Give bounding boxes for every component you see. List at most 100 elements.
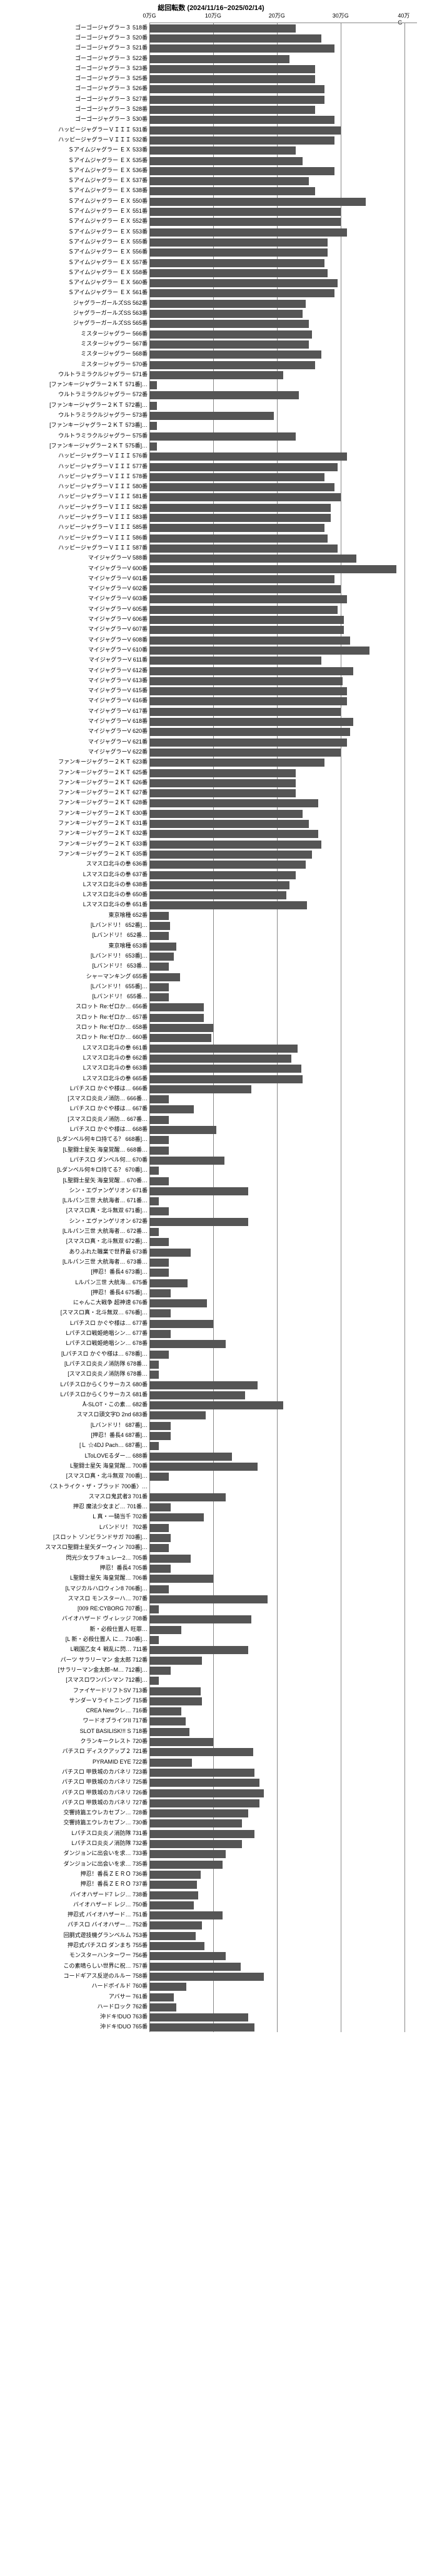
bar — [149, 432, 296, 441]
row-label: マイジャグラーV 622番 — [88, 749, 148, 755]
bar — [149, 718, 353, 726]
bar — [149, 402, 157, 410]
bar — [149, 841, 321, 849]
row-label: ウルトラミラクルジャグラー 572番 — [58, 392, 148, 397]
bar — [149, 677, 343, 685]
row-label: Ｓアイムジャグラー ＥＸ 533番 — [68, 147, 148, 153]
row-label: ジャグラーガールズSS 565番 — [73, 320, 148, 326]
row-label: 押忍式パチスロ ダンまち 755番 — [68, 1943, 148, 1948]
bar — [149, 912, 169, 920]
row-label: にゃんこ大戦争 超神速 676番 — [73, 1300, 148, 1306]
bar — [149, 1911, 223, 1919]
bar — [149, 1881, 197, 1889]
bar — [149, 1544, 169, 1552]
row-label: Ｓアイムジャグラー ＥＸ 550番 — [68, 198, 148, 204]
bar — [149, 350, 321, 359]
bar — [149, 1228, 159, 1236]
bar — [149, 932, 169, 940]
bar — [149, 1626, 181, 1634]
bar — [149, 452, 347, 461]
bar — [149, 1809, 248, 1817]
bar — [149, 371, 283, 379]
row-label: ファンキージャグラー２ＫＴ 630番 — [58, 810, 148, 816]
bar — [149, 1197, 159, 1205]
row-label: ファンキージャグラー２ＫＴ 635番 — [58, 851, 148, 857]
bar — [149, 361, 315, 369]
row-label: ウルトラミラクルジャグラー 573番 — [58, 412, 148, 418]
row-label: Å-SLOT・この素… 682番 — [83, 1402, 148, 1408]
bar — [149, 1045, 298, 1053]
row-label: ゴーゴージャグラー３ 518番 — [75, 25, 148, 31]
bar — [149, 1116, 169, 1124]
bar — [149, 769, 296, 777]
row-label: Ｓアイムジャグラー ＥＸ 536番 — [68, 168, 148, 173]
bar — [149, 289, 334, 297]
row-label: 閃光少女ラブキュレー2… 705番 — [66, 1555, 148, 1561]
row-label: マイジャグラーV 611番 — [89, 657, 148, 663]
row-label: ハッピージャグラーＶＩＩＩ 531番 — [58, 127, 148, 133]
bar — [149, 565, 396, 573]
row-label: Lスマスロ北斗の拳 665番 — [83, 1076, 148, 1081]
bar — [149, 1105, 194, 1113]
bar — [149, 1819, 242, 1827]
bar — [149, 442, 157, 451]
bar — [149, 1861, 223, 1869]
row-label: [ファンキージャグラー２ＫＴ 575番]… — [49, 443, 148, 449]
row-label: スロット Re:ゼロか… 656番 — [76, 1004, 148, 1009]
bar — [149, 157, 303, 165]
bar — [149, 1095, 169, 1103]
row-label: 〈ストライク・ザ・ブラッド 700番〉… — [47, 1484, 148, 1490]
row-label: L 真・一騎当千 702番 — [93, 1514, 148, 1520]
row-label: L聖闘士星矢 海皇覚醒… 706番 — [70, 1575, 148, 1581]
x-tick: 10万G — [205, 11, 221, 19]
bar — [149, 412, 274, 420]
bar — [149, 55, 289, 63]
bar — [149, 1717, 186, 1725]
bar — [149, 1993, 174, 2001]
row-label: [スマスロ炎炎ノ消防… 666番… — [68, 1096, 148, 1101]
bar — [149, 504, 331, 512]
row-label: ジャグラーガールズSS 562番 — [73, 300, 148, 306]
row-label: Lスマスロ北斗の拳 651番 — [83, 902, 148, 907]
row-label: Ｓアイムジャグラー ＥＸ 561番 — [68, 290, 148, 295]
row-label: Lパチスロからくりサーカス 681番 — [60, 1392, 148, 1398]
row-label: シン・エヴァンゲリオン 672番 — [69, 1219, 148, 1224]
bar — [149, 524, 324, 532]
row-label: Lパチスロ戦姫絶唱シン… 678番 — [66, 1341, 148, 1346]
bar — [149, 687, 347, 695]
row-label: ハッピージャグラーＶＩＩＩ 580番 — [58, 484, 148, 489]
row-label: ワードオブライツII 717番 — [83, 1718, 148, 1724]
row-label: 押忍！番長ＺＥＲＯ 736番 — [80, 1871, 148, 1877]
row-label: [Ｌ ☆4DJ Pach… 687番]… — [79, 1443, 148, 1448]
row-label: [Lダンベル何キロ持てる？ 668番]… — [57, 1137, 148, 1142]
bar — [149, 1493, 226, 1501]
row-label: ゴーゴージャグラー３ 526番 — [75, 86, 148, 91]
row-label: ファイヤードリフトSV 713番 — [73, 1688, 148, 1694]
plot-area — [149, 23, 417, 2032]
bar — [149, 1697, 202, 1705]
row-label: マイジャグラーV 610番 — [88, 647, 148, 653]
bar — [149, 187, 315, 195]
bar — [149, 1299, 207, 1307]
bar — [149, 1055, 291, 1063]
bar — [149, 1850, 226, 1858]
row-label: 押忍！番長4 705番 — [99, 1565, 148, 1571]
row-label: ミスタージャグラー 570番 — [81, 362, 148, 367]
row-label: マイジャグラーV 618番 — [88, 718, 148, 724]
bar — [149, 728, 350, 736]
row-label: ファンキージャグラー２ＫＴ 628番 — [58, 800, 148, 805]
bar — [149, 585, 341, 593]
bar — [149, 1789, 264, 1797]
row-label: マイジャグラーV 601番 — [88, 576, 148, 581]
row-label: 新・必殺仕置人 旺罪… — [89, 1627, 148, 1632]
bar — [149, 820, 309, 828]
row-label: Lルパン三世 大航海… 675番 — [76, 1280, 148, 1285]
row-label: ハッピージャグラーＶＩＩＩ 582番 — [58, 504, 148, 510]
row-label: バイオハザード レジ… 750番 — [73, 1902, 148, 1908]
row-label: ハッピージャグラーＶＩＩＩ 576番 — [58, 453, 148, 459]
row-label: マイジャグラーV 607番 — [88, 626, 148, 632]
bar — [149, 310, 303, 318]
row-label: シャーマンキング 655番 — [86, 974, 148, 979]
row-label: [押忍！番長4 687番]… — [91, 1433, 148, 1438]
row-label: マイジャグラーV 616番 — [88, 698, 148, 703]
